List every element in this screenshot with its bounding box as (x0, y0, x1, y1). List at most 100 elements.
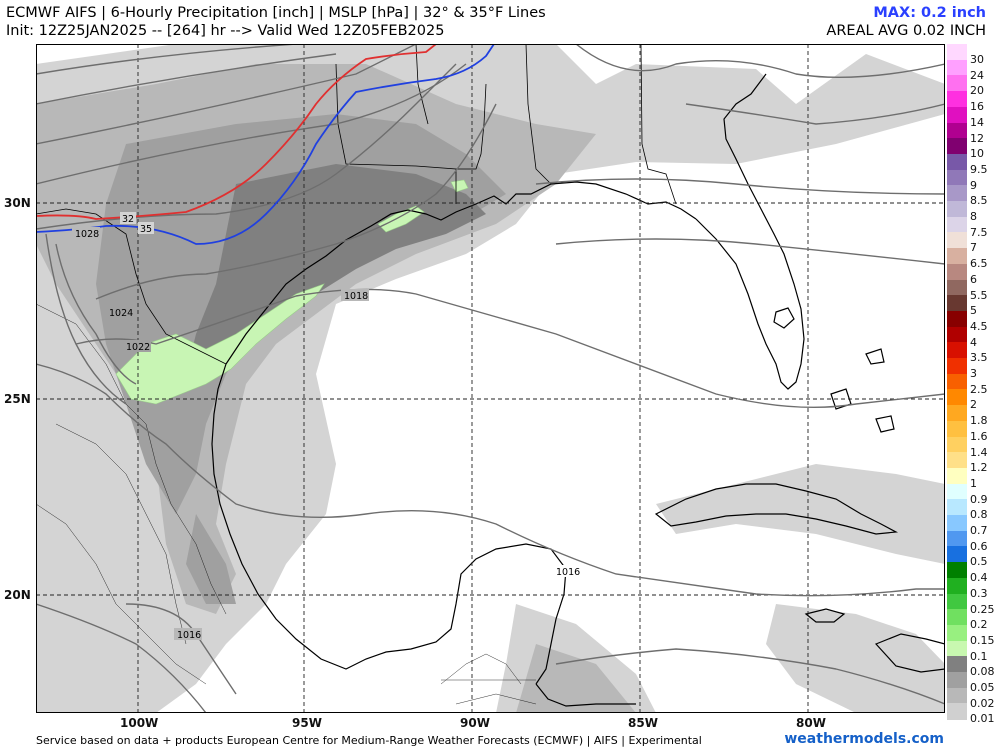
lat-label-25n: 25N (4, 392, 31, 406)
legend-label: 9 (970, 178, 977, 192)
legend-swatch (947, 248, 967, 265)
temp-label-35: 35 (140, 224, 152, 235)
lon-label-90w: 90W (460, 716, 490, 730)
lon-label-85w: 85W (628, 716, 658, 730)
legend-label: 5 (970, 304, 977, 318)
legend-swatch (947, 169, 967, 186)
isobar-label-1024: 1024 (109, 308, 133, 319)
data-source-credit: Service based on data + products Europea… (36, 734, 702, 747)
legend-swatch (947, 310, 967, 328)
legend-label: 10 (970, 147, 984, 161)
legend-swatch (947, 405, 967, 422)
legend-swatch (947, 91, 967, 108)
legend-label: 6 (970, 272, 977, 286)
brand-link[interactable]: weathermodels.com (784, 731, 944, 747)
legend-label: 0.1 (970, 649, 988, 663)
legend-swatch (947, 515, 967, 532)
legend-label: 4 (970, 335, 977, 349)
legend-swatch (947, 44, 967, 61)
legend-label: 9.5 (970, 162, 988, 176)
map-title: ECMWF AIFS | 6-Hourly Precipitation [inc… (6, 5, 546, 21)
legend-swatch (947, 232, 967, 249)
lat-label-20n: 20N (4, 588, 31, 602)
legend-swatch (947, 577, 967, 594)
legend-label: 0.9 (970, 492, 988, 506)
legend-swatch (947, 358, 967, 375)
legend-swatch (947, 640, 967, 657)
legend-swatch (947, 59, 967, 76)
legend-label: 16 (970, 100, 984, 114)
legend-swatch (947, 609, 967, 626)
legend-swatch (947, 467, 967, 485)
legend-label: 0.4 (970, 571, 988, 585)
legend-swatch (947, 593, 967, 610)
legend-swatch (947, 342, 967, 359)
legend-swatch (947, 499, 967, 516)
isobar-label-1016-west: 1016 (177, 630, 201, 641)
legend-label: 8.5 (970, 194, 988, 208)
legend-label: 0.02 (970, 696, 995, 710)
legend-label: 24 (970, 68, 984, 82)
legend-swatch (947, 295, 967, 312)
legend-swatch (947, 201, 967, 218)
max-precip: MAX: 0.2 inch (873, 5, 986, 21)
legend-swatch (947, 420, 967, 437)
legend-swatch (947, 106, 967, 123)
legend-swatch (947, 562, 967, 579)
temperature-lines (36, 44, 495, 245)
legend-label: 1.6 (970, 429, 988, 443)
isobars (36, 44, 945, 713)
legend-swatch (947, 153, 967, 171)
legend-label: 3.5 (970, 351, 988, 365)
legend-swatch (947, 672, 967, 689)
legend-label: 14 (970, 115, 984, 129)
isobar-label-1016-east: 1016 (556, 567, 580, 578)
temp-label-32: 32 (122, 214, 134, 225)
legend-swatch (947, 703, 967, 720)
legend-label: 0.2 (970, 618, 988, 632)
legend-label: 0.15 (970, 633, 995, 647)
legend-swatch (947, 624, 967, 642)
areal-average: AREAL AVG 0.02 INCH (826, 23, 986, 39)
legend-label: 0.05 (970, 681, 995, 694)
legend-swatch (947, 122, 967, 139)
legend-label: 0.01 (970, 712, 995, 726)
legend-label: 7.5 (970, 225, 988, 239)
legend-label: 0.8 (970, 508, 988, 522)
precip-legend (947, 44, 967, 721)
legend-label: 0.25 (970, 602, 995, 616)
legend-label: 2.5 (970, 382, 988, 396)
legend-swatch (947, 279, 967, 296)
legend-swatch (947, 452, 967, 469)
lon-label-100w: 100W (120, 716, 159, 730)
legend-swatch (947, 75, 967, 92)
legend-label: 7 (970, 241, 977, 255)
line-32f (36, 44, 437, 220)
init-valid-line: Init: 12Z25JAN2025 -- [264] hr --> Valid… (6, 23, 445, 39)
legend-label: 2 (970, 398, 977, 412)
legend-swatch (947, 185, 967, 202)
legend-label: 5.5 (970, 288, 988, 302)
light-precip-area (115, 179, 469, 405)
legend-swatch (947, 483, 967, 500)
legend-label: 1 (970, 476, 977, 490)
precipitation-map: 1028 1024 1022 1018 1016 1016 32 35 (36, 44, 945, 713)
legend-swatch (947, 656, 967, 673)
legend-label: 8 (970, 210, 977, 223)
legend-label: 1.2 (970, 461, 988, 475)
lon-label-95w: 95W (292, 716, 322, 730)
legend-swatch (947, 263, 967, 280)
legend-swatch (947, 546, 967, 563)
legend-label: 1.8 (970, 414, 988, 428)
lon-label-80w: 80W (796, 716, 826, 730)
legend-label: 6.5 (970, 257, 988, 271)
line-35f (36, 44, 495, 245)
legend-label: 1.4 (970, 445, 988, 459)
isobar-label-1018: 1018 (344, 291, 368, 302)
isobar-label-1028: 1028 (75, 229, 99, 240)
legend-swatch (947, 687, 967, 704)
legend-label: 0.6 (970, 539, 988, 553)
legend-swatch (947, 389, 967, 406)
legend-label: 4.5 (970, 319, 988, 333)
legend-swatch (947, 530, 967, 547)
